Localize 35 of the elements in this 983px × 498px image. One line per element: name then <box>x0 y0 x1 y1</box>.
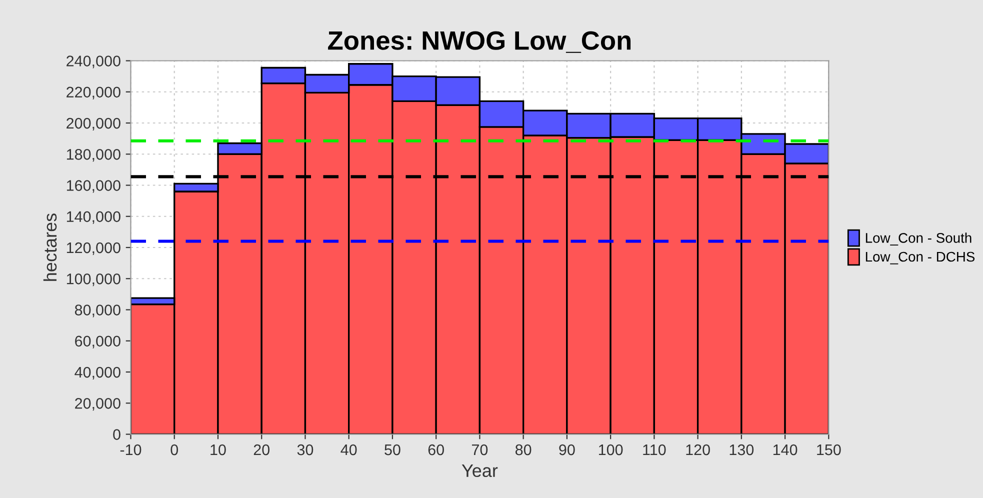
y-tick-label: 0 <box>113 429 120 440</box>
chart-title: Zones: NWOG Low_Con <box>328 31 631 53</box>
y-tick-label: 240,000 <box>66 56 120 68</box>
x-tick-label: 70 <box>472 444 488 456</box>
y-tick-label: 60,000 <box>75 336 120 348</box>
y-axis-title: hectares <box>43 214 57 281</box>
x-tick-label: 80 <box>515 444 532 456</box>
legend-label: Low_Con - DCHS <box>866 252 975 264</box>
y-tick-label: 160,000 <box>66 180 120 193</box>
y-tick-label: 80,000 <box>74 304 120 318</box>
y-tick-label: 120,000 <box>66 242 120 255</box>
y-tick-label: 200,000 <box>66 118 120 130</box>
x-tick-label: 90 <box>559 444 575 456</box>
y-tick-label: 180,000 <box>66 149 120 162</box>
x-tick-label: 130 <box>730 444 754 456</box>
x-tick-label: 150 <box>817 444 841 456</box>
legend-label: Low_Con - South <box>866 232 972 246</box>
x-tick-label: 10 <box>210 444 226 456</box>
x-tick-label: 40 <box>340 444 357 456</box>
y-tick-label: 40,000 <box>74 366 120 380</box>
x-tick-label: 20 <box>254 444 270 456</box>
y-tick-label: 220,000 <box>66 86 120 100</box>
x-tick-label: 140 <box>773 444 798 456</box>
y-tick-label: 20,000 <box>75 398 120 411</box>
x-axis-title: Year <box>462 464 498 478</box>
x-tick-label: 110 <box>643 444 666 456</box>
y-tick-label: 100,000 <box>66 274 120 286</box>
x-tick-label: 30 <box>297 444 314 456</box>
x-tick-label: 120 <box>686 444 710 456</box>
x-tick-label: 50 <box>384 444 400 456</box>
x-tick-label: -10 <box>120 444 142 456</box>
x-tick-label: 60 <box>428 444 444 456</box>
x-tick-label: 100 <box>598 444 623 456</box>
y-tick-label: 140,000 <box>66 211 120 224</box>
x-tick-label: 0 <box>170 444 178 456</box>
